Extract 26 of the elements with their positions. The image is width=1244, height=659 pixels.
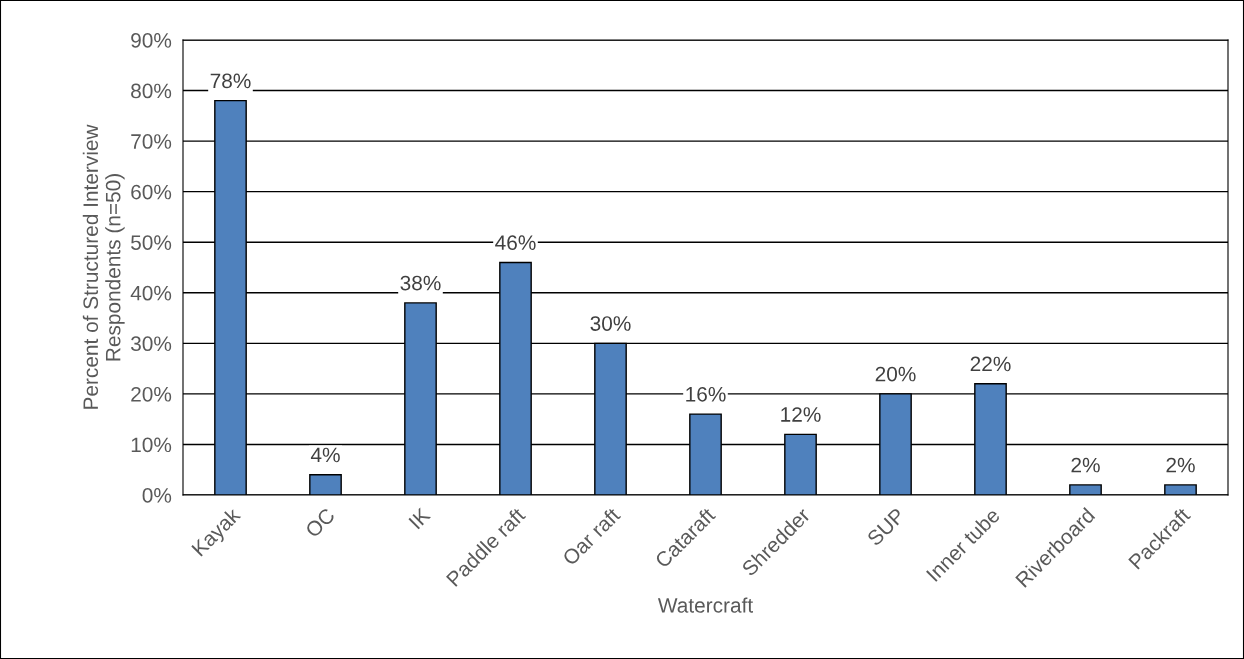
y-tick-label: 60%: [131, 184, 172, 200]
data-label: 46%: [495, 235, 536, 250]
y-tick-label: 0%: [142, 488, 172, 503]
data-label: 2%: [1166, 457, 1195, 473]
y-tick-label: 50%: [131, 235, 172, 250]
y-tick-label: 20%: [131, 386, 172, 402]
data-label: 20%: [875, 366, 916, 382]
data-label: 12%: [781, 407, 821, 422]
y-tick-label: 70%: [131, 134, 172, 149]
x-tick-label: Oar raft: [561, 506, 622, 567]
y-tick-label: 40%: [130, 285, 172, 301]
x-tick-label: OC: [304, 507, 336, 539]
y-tick-label: 10%: [131, 437, 172, 453]
data-label: 78%: [210, 73, 251, 89]
data-label: 16%: [686, 386, 726, 402]
data-label: 38%: [400, 275, 441, 291]
data-label: 30%: [590, 316, 631, 331]
y-tick-label: 30%: [130, 336, 172, 352]
y-axis-title: Percent of Structured Interview Respondents (n=50): [82, 124, 125, 409]
y-tick-label: 90%: [131, 33, 172, 48]
data-label: 4%: [310, 447, 340, 463]
y-tick-label: 80%: [131, 83, 172, 99]
data-label: 2%: [1071, 457, 1100, 473]
x-tick-label: IK: [408, 506, 432, 530]
x-axis-title: Watercraft: [657, 597, 753, 613]
data-label: 22%: [970, 356, 1011, 372]
